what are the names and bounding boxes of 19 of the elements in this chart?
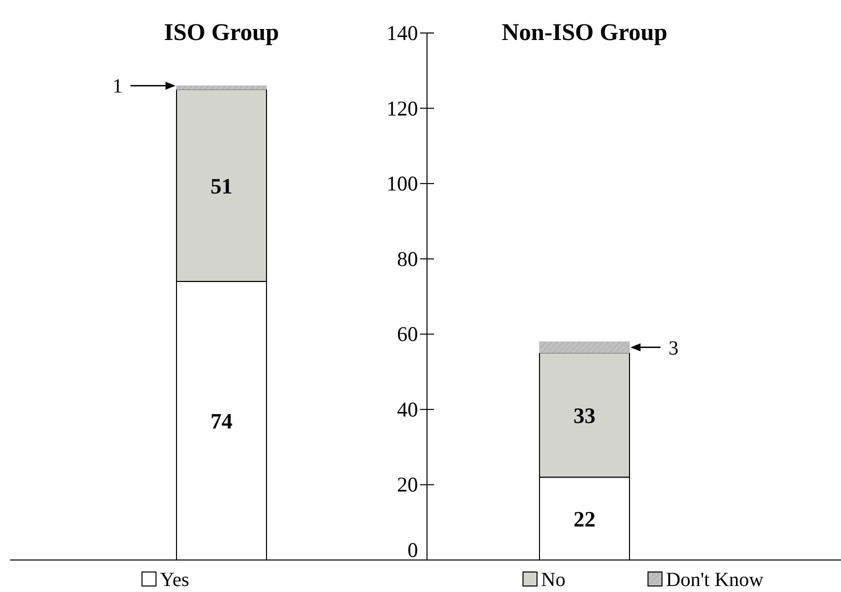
x-tick-label: ISO Group	[164, 20, 279, 46]
annotation: 1	[112, 76, 122, 98]
y-tick-label: 100	[386, 172, 418, 196]
y-tick-label: 140	[386, 21, 418, 45]
y-tick-label: 80	[397, 246, 418, 271]
data-label: 22	[574, 506, 596, 532]
data-label: 33	[574, 403, 596, 428]
y-tick-label: 120	[386, 96, 418, 120]
y-tick-label: 60	[397, 322, 418, 346]
data-label: 51	[210, 173, 232, 198]
y-tick-label: 0	[408, 538, 418, 562]
data-label: 74	[210, 408, 232, 434]
y-tick-label: 20	[397, 472, 418, 497]
legend-label: No	[541, 569, 566, 591]
legend-label: Yes	[160, 569, 190, 591]
y-tick-label: 40	[397, 397, 418, 422]
x-tick-label: Non-ISO Group	[502, 20, 668, 46]
annotation: 3	[668, 337, 678, 360]
legend-label: Don't Know	[666, 569, 764, 591]
